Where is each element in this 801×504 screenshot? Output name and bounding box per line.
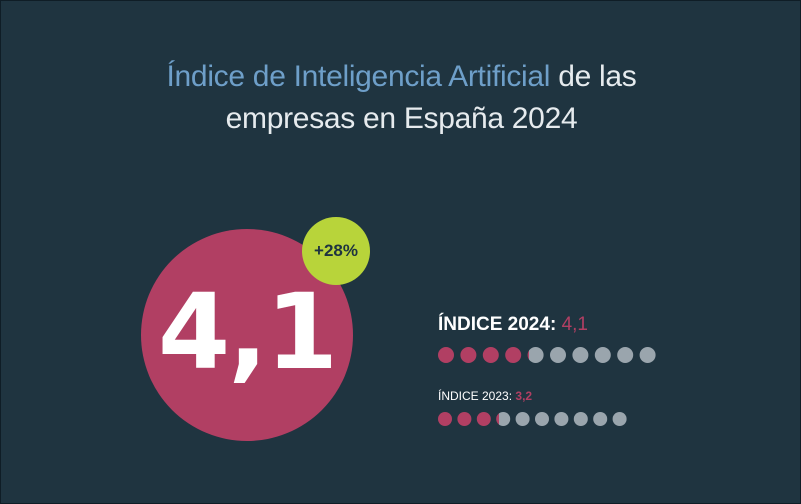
dot-scale-svg-2024 xyxy=(438,347,656,363)
index-2024-label: ÍNDICE 2024: 4,1 xyxy=(438,314,588,336)
scale-dot-2024-1 xyxy=(438,347,454,363)
scale-dot-2023-1 xyxy=(438,412,452,426)
scale-dot-2024-9 xyxy=(617,347,634,363)
title-line-1: Índice de Inteligencia Artificial de las xyxy=(1,59,801,95)
title-rest: de las xyxy=(550,60,637,93)
index-2023-name: ÍNDICE 2023: xyxy=(438,389,513,403)
scale-dot-2023-6 xyxy=(535,412,549,426)
index-2024-name: ÍNDICE 2024: xyxy=(438,314,557,335)
index-2023-dot-scale xyxy=(437,411,628,427)
scale-dot-2023-2 xyxy=(457,412,472,426)
scale-dot-2024-2 xyxy=(460,347,477,363)
scale-dot-2024-3 xyxy=(482,347,499,363)
scale-dot-2024-4 xyxy=(505,347,522,363)
scale-dot-2023-4 xyxy=(496,412,511,426)
scale-dot-2023-8 xyxy=(573,412,588,426)
scale-dot-2023-5 xyxy=(515,412,530,426)
scale-dot-2023-9 xyxy=(593,412,608,426)
scale-dot-2023-7 xyxy=(554,412,569,426)
title-accent: Índice de Inteligencia Artificial xyxy=(166,60,551,93)
main-value: 4,1 xyxy=(157,271,338,393)
scale-dot-2023-3 xyxy=(476,412,491,426)
change-badge: +28% xyxy=(302,217,370,285)
scale-dot-2024-10 xyxy=(639,347,656,363)
index-2024-dot-scale xyxy=(437,346,657,364)
index-2024-value: 4,1 xyxy=(561,314,588,335)
scale-dot-2024-6 xyxy=(550,347,566,363)
dot-scale-svg-2023 xyxy=(438,412,627,426)
scale-dot-2023-10 xyxy=(612,412,627,426)
title-line-2: empresas en España 2024 xyxy=(225,102,578,135)
scale-dot-2024-7 xyxy=(572,347,589,363)
scale-dot-2024-8 xyxy=(594,347,611,363)
index-2023-value: 3,2 xyxy=(515,389,533,403)
index-2023-label: ÍNDICE 2023: 3,2 xyxy=(438,389,532,403)
scale-dot-2024-5 xyxy=(527,347,544,363)
